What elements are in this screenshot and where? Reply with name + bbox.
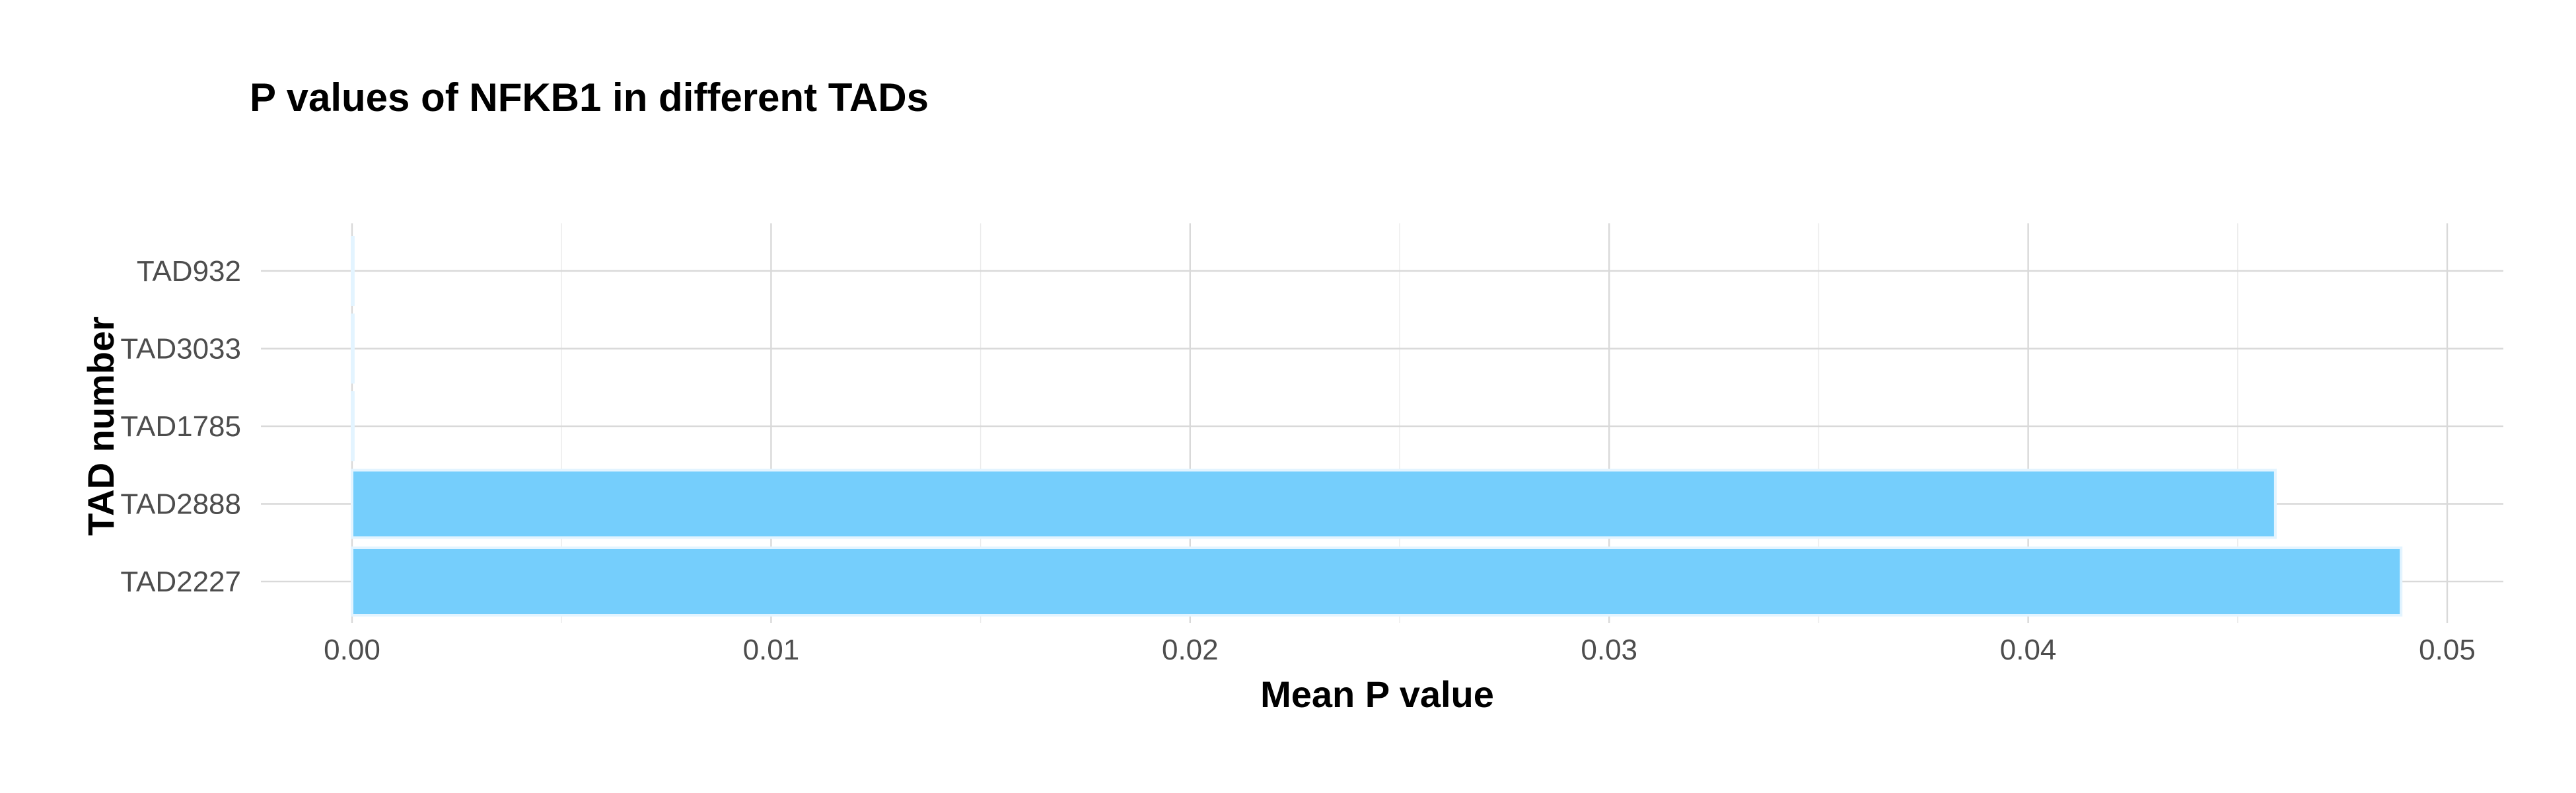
x-axis-title: Mean P value (1260, 673, 1494, 715)
x-tick-label: 0.04 (2000, 634, 2057, 666)
y-axis-title: TAD number (80, 317, 122, 536)
x-tick-label: 0.00 (324, 634, 380, 666)
bar-tad1785 (351, 391, 355, 461)
bar-tad2888 (351, 469, 2277, 539)
x-tick-label: 0.02 (1162, 634, 1219, 666)
y-axis-tick-labels: TAD2227 TAD2888 TAD1785 TAD3033 TAD932 (120, 255, 241, 598)
y-tick-label: TAD3033 (120, 333, 241, 365)
x-axis-tick-labels: 0.00 0.01 0.02 0.03 0.04 0.05 (324, 634, 2476, 666)
y-tick-label: TAD932 (137, 255, 241, 287)
bar-tad2227 (351, 547, 2403, 617)
chart-title: P values of NFKB1 in different TADs (250, 75, 929, 120)
x-tick-label: 0.03 (1581, 634, 1637, 666)
x-tick-label: 0.01 (743, 634, 800, 666)
x-tick-label: 0.05 (2419, 634, 2476, 666)
bar-tad3033 (351, 313, 355, 384)
bar-tad932 (351, 236, 355, 306)
y-tick-label: TAD2227 (120, 566, 241, 598)
y-tick-label: TAD2888 (120, 488, 241, 521)
bars (351, 236, 2403, 617)
y-tick-label: TAD1785 (120, 410, 241, 443)
